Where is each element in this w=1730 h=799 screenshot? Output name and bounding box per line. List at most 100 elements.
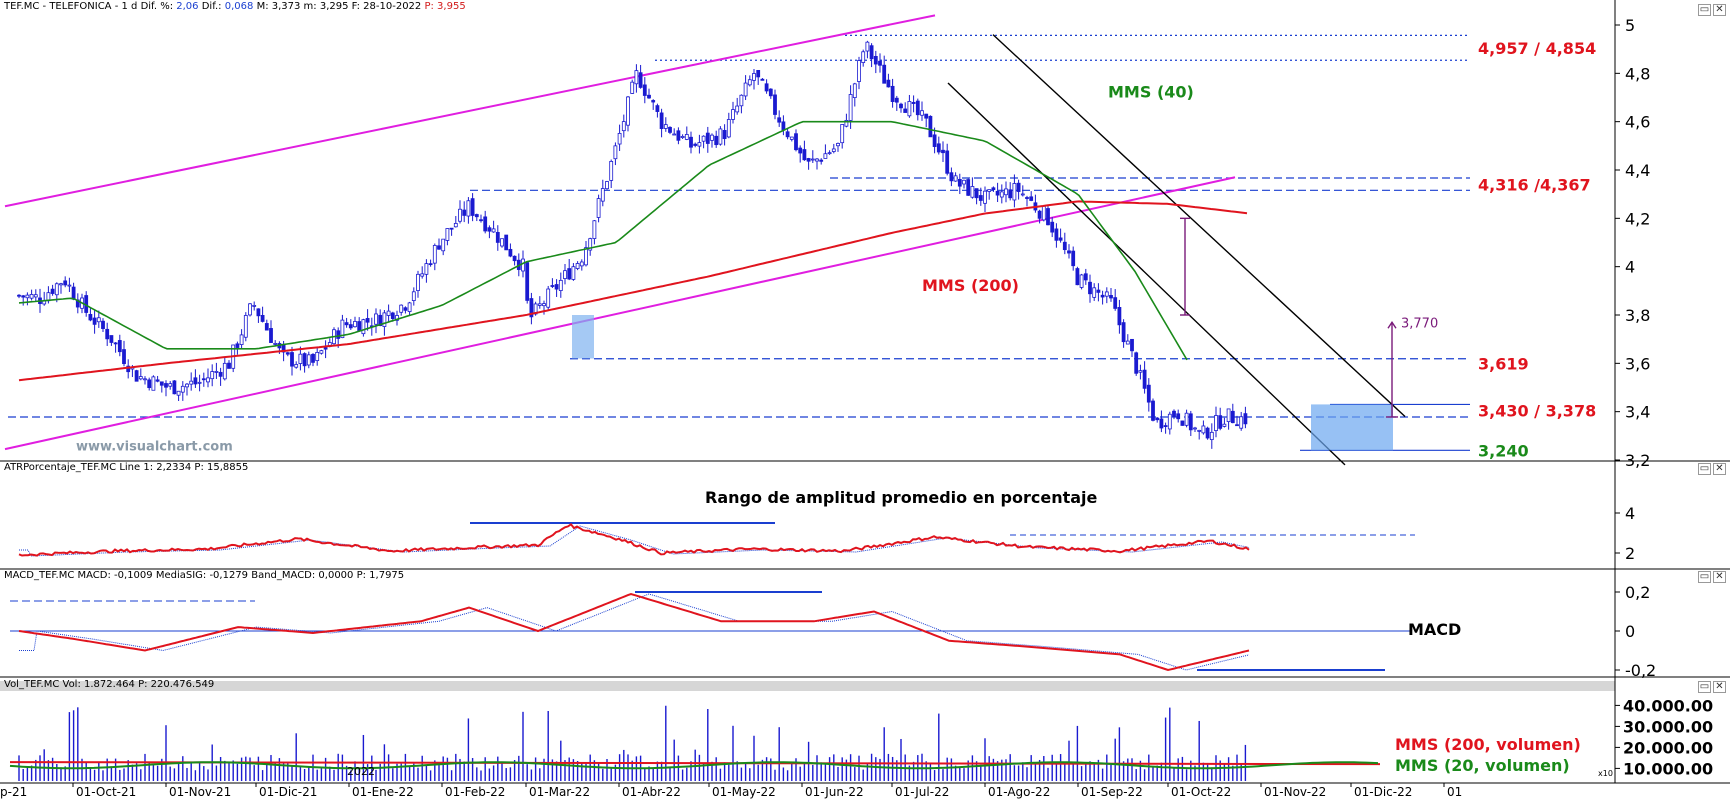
candle-body <box>495 232 500 243</box>
candle-body <box>1037 210 1042 219</box>
candle-body <box>1050 221 1055 233</box>
candle-body <box>487 227 492 232</box>
candle-body <box>995 190 1000 196</box>
candle-body <box>550 285 555 287</box>
candle-body <box>1088 281 1092 295</box>
candle-body <box>626 96 630 126</box>
candle-body <box>588 238 593 251</box>
target-label: 3,770 <box>1401 316 1438 331</box>
time-tick-label: 01-Dic-22 <box>1354 785 1412 799</box>
candle-body <box>1104 291 1109 297</box>
candle-body <box>264 323 269 331</box>
candle-body <box>479 219 483 222</box>
macd-tick-label: -0,2 <box>1625 661 1656 680</box>
candle-body <box>537 303 542 306</box>
mms200-line <box>18 200 1248 382</box>
candle-body <box>428 263 433 266</box>
maximize-button[interactable]: ▭ <box>1698 4 1711 16</box>
candle-body <box>311 353 315 363</box>
candle-body <box>1235 424 1239 427</box>
level-label: 3,430 / 3,378 <box>1478 402 1596 421</box>
level-label: 4,316 /4,367 <box>1478 176 1591 195</box>
price-tick-label: 3,6 <box>1625 354 1650 373</box>
candle-body <box>1159 418 1164 429</box>
candle-body <box>1012 183 1017 201</box>
time-tick-label: 01-Ene-22 <box>352 785 414 799</box>
candle-body <box>999 191 1004 198</box>
candle-body <box>739 94 744 107</box>
candle-body <box>71 286 76 300</box>
candle-body <box>672 133 677 136</box>
candle-body <box>865 41 870 52</box>
atr-tick-label: 2 <box>1625 544 1635 563</box>
candle-body <box>155 379 160 382</box>
atr-maximize-button[interactable]: ▭ <box>1698 463 1711 475</box>
candle-body <box>899 103 903 109</box>
macd-signal-line <box>19 593 1250 671</box>
close-button[interactable]: ✕ <box>1713 4 1726 16</box>
atr-close-button[interactable]: ✕ <box>1713 463 1726 475</box>
candle-body <box>50 288 55 294</box>
candle-body <box>1054 228 1059 241</box>
price-tick-label: 4,8 <box>1625 64 1650 83</box>
candle-body <box>185 383 189 388</box>
macd-maximize-button[interactable]: ▭ <box>1698 571 1711 583</box>
candle-body <box>777 117 782 123</box>
level-label: 3,240 <box>1478 441 1529 460</box>
vol-legend-label: MMS (20, volumen) <box>1395 756 1570 775</box>
candle-body <box>924 113 929 119</box>
candle-body <box>701 135 706 142</box>
price-tick-label: 4,2 <box>1625 209 1650 228</box>
candle-body <box>974 188 979 199</box>
candle-body <box>567 268 572 280</box>
candle-body <box>1172 410 1176 417</box>
candle-body <box>861 51 866 63</box>
candle-body <box>390 312 395 319</box>
candle-body <box>638 72 643 88</box>
candle-body <box>357 321 362 332</box>
candle-body <box>554 284 559 290</box>
candle-body <box>1092 287 1097 298</box>
candle-body <box>218 371 223 377</box>
vol-panel-header: Vol_TEF.MC Vol: 1.872.464 P: 220.476.549 <box>4 679 215 690</box>
candle-body <box>1167 413 1172 430</box>
candle-body <box>844 119 849 127</box>
candle-body <box>936 143 941 153</box>
candle-body <box>596 198 601 218</box>
vol-tick-label: 10.000.00 <box>1623 759 1713 778</box>
candle-body <box>668 126 672 133</box>
candle-body <box>1146 384 1151 403</box>
price-tick-label: 3,2 <box>1625 451 1650 470</box>
candle-body <box>827 152 832 155</box>
candle-body <box>815 158 819 162</box>
atr-signal-line <box>19 525 1250 557</box>
candle-body <box>96 317 101 323</box>
candle-body <box>1096 289 1101 293</box>
candle-body <box>113 342 118 345</box>
candle-body <box>785 131 790 138</box>
candle-body <box>269 328 273 343</box>
candle-body <box>306 354 311 366</box>
candle-body <box>857 60 861 82</box>
candle-body <box>134 370 139 382</box>
candle-body <box>147 379 152 389</box>
time-tick-label: p-21 <box>0 785 27 799</box>
candle-body <box>336 330 341 339</box>
candle-body <box>151 376 156 391</box>
vol-maximize-button[interactable]: ▭ <box>1698 681 1711 693</box>
time-tick-label: 01-Nov-21 <box>169 785 231 799</box>
macd-close-button[interactable]: ✕ <box>1713 571 1726 583</box>
candle-body <box>420 273 425 277</box>
candle-body <box>1218 415 1223 429</box>
candle-body <box>689 136 693 148</box>
candle-body <box>474 214 479 218</box>
time-tick-label: 01-Ago-22 <box>988 785 1050 799</box>
vol-close-button[interactable]: ✕ <box>1713 681 1726 693</box>
candle-body <box>735 105 740 113</box>
watermark: www.visualchart.com <box>76 440 233 455</box>
candle-body <box>655 105 660 112</box>
time-tick-label: 01-Oct-22 <box>1171 785 1231 799</box>
atr-tick-label: 4 <box>1625 504 1635 523</box>
candle-body <box>1058 237 1063 241</box>
